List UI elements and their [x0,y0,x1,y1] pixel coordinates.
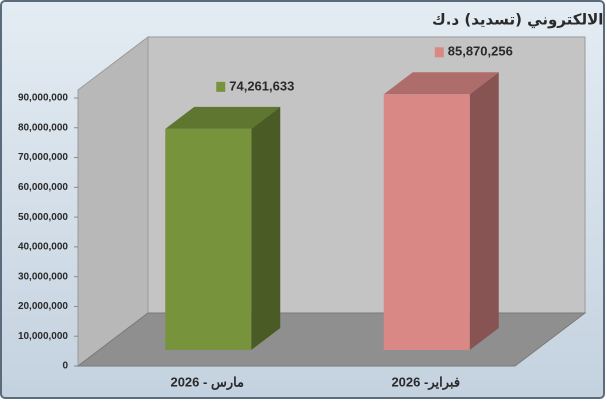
bar [383,94,470,351]
bar-side [469,72,499,351]
y-tick-label: 20,000,000 [18,301,68,312]
y-tick-label: 40,000,000 [18,242,68,253]
value-label: 74,261,633 [229,78,294,93]
y-tick-label: 90,000,000 [18,93,68,104]
chart-title: اجمالي المبالغ المسددة عن طريق الدفع الا… [432,11,607,29]
bar [165,128,252,350]
y-tick-label: 80,000,000 [18,122,68,133]
value-label-key [216,81,226,92]
floor [76,312,587,367]
bar-top [383,72,499,95]
value-label: 85,870,256 [448,44,513,59]
y-tick-label: 60,000,000 [18,182,68,193]
bar-top [165,106,281,129]
y-tick-label: 10,000,000 [18,331,68,342]
y-tick-label: 30,000,000 [18,271,68,282]
x-tick-label: مارس - 2026 [170,374,244,390]
y-tick-label: 50,000,000 [18,212,68,223]
plot-area: 0 10,000,000 20,000,000 30,000,000 40,000,00… [18,35,587,390]
bar-side [251,106,281,350]
side-wall [77,35,149,368]
x-tick-label: فبراير- 2026 [391,374,460,390]
y-tick-label: 0 [62,361,68,372]
value-label-key [434,47,444,58]
y-tick-label: 70,000,000 [18,152,68,163]
